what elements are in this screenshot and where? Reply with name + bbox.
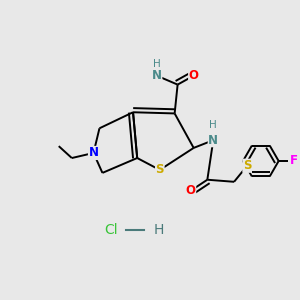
Text: N: N (152, 69, 162, 82)
Text: H: H (154, 223, 164, 237)
Text: S: S (155, 164, 164, 176)
Text: F: F (290, 154, 298, 167)
Text: S: S (243, 159, 251, 172)
Text: H: H (209, 120, 217, 130)
Text: Cl: Cl (104, 223, 118, 237)
Text: O: O (186, 184, 196, 197)
Text: N: N (88, 146, 98, 160)
Text: H: H (153, 59, 161, 69)
Text: O: O (189, 69, 199, 82)
Text: N: N (208, 134, 218, 147)
